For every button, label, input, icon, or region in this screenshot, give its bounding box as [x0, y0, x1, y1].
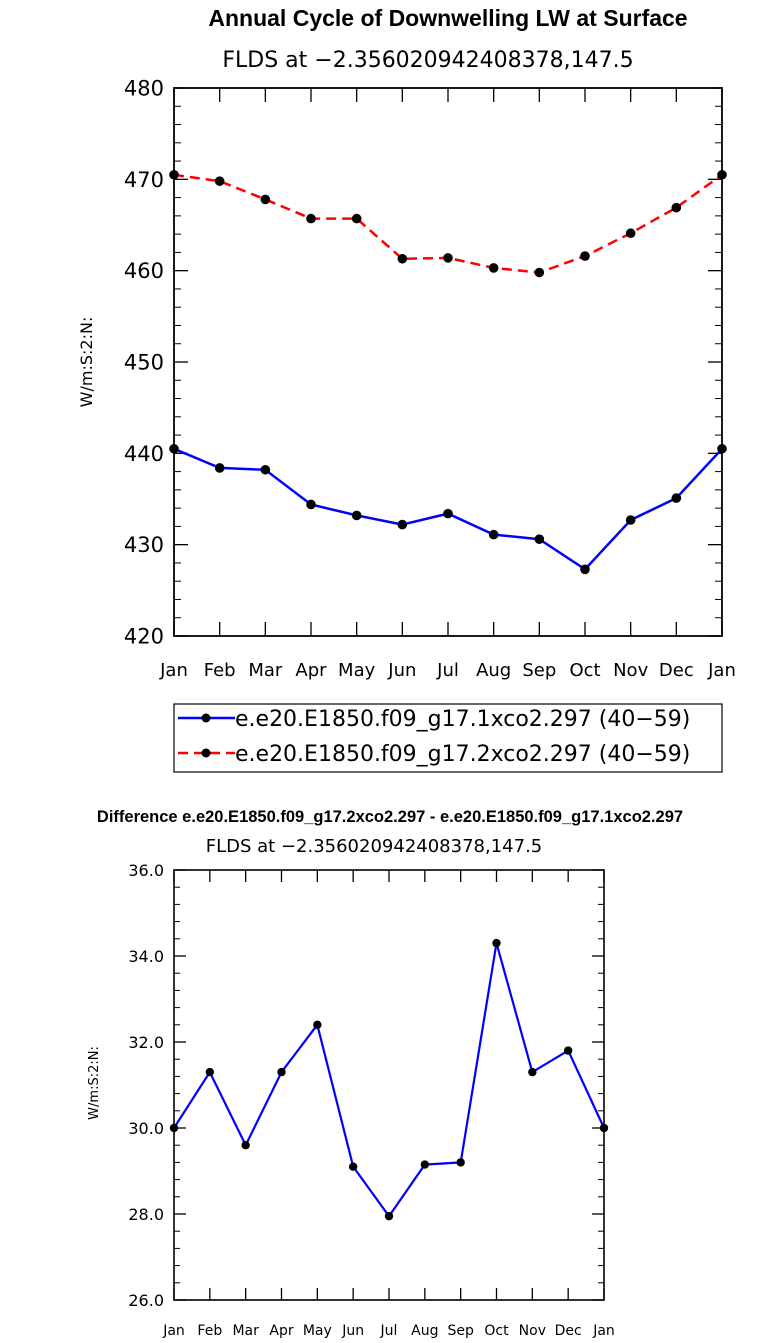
chart2-xtick-label: Jun — [341, 1323, 364, 1339]
chart2-xtick-label: Oct — [484, 1323, 509, 1339]
chart1-xtick-label: Oct — [569, 660, 600, 681]
chart2-series-1-point — [563, 1046, 573, 1055]
chart2-xtick-label: Dec — [555, 1323, 582, 1339]
chart1-xtick-label: Nov — [613, 660, 648, 681]
chart1-ylabel: W/m:S:2:N: — [77, 317, 96, 408]
chart2-xtick-label: Jan — [592, 1323, 615, 1339]
chart1-series-1-point — [397, 519, 408, 530]
chart1-series-1-point — [488, 529, 499, 540]
chart1-xtick-label: May — [338, 660, 376, 681]
chart1-ytick-label: 480 — [124, 77, 164, 101]
chart1-series-1-point — [351, 510, 362, 521]
chart1-subtitle: FLDS at −2.356020942408378,147.5 — [222, 48, 633, 73]
chart1-xtick-label: Jul — [436, 660, 459, 681]
chart1-xtick-label: Aug — [476, 660, 511, 681]
chart1-xtick-label: Dec — [659, 660, 694, 681]
chart1-ytick-label: 470 — [124, 168, 164, 192]
chart2-ytick-label: 36.0 — [128, 861, 164, 880]
chart2-series-1-point — [205, 1067, 215, 1077]
chart1-series-2-point — [214, 176, 225, 186]
chart2-xtick-label: Feb — [197, 1323, 222, 1339]
chart1-ytick-label: 460 — [124, 259, 164, 283]
chart2-frame — [173, 869, 605, 1301]
chart1-series-1-point — [625, 515, 636, 525]
chart1-ytick-label: 440 — [124, 442, 164, 466]
chart2-subtitle: FLDS at −2.356020942408378,147.5 — [206, 836, 543, 857]
chart1-series-1-point — [443, 508, 453, 519]
chart2-series-1-point — [169, 1123, 179, 1133]
chart2-series-1-point — [456, 1158, 465, 1167]
chart2-series-1-point — [492, 938, 501, 948]
chart1-series-2-point — [306, 213, 316, 224]
chart1-series-2-point — [443, 253, 453, 263]
chart1-series-1-point — [214, 463, 225, 473]
chart1-series-1-point — [580, 564, 590, 575]
chart1-series-1-point — [169, 443, 179, 454]
chart2-series-1-point — [277, 1067, 286, 1077]
chart2-xtick-label: Jul — [380, 1323, 398, 1339]
chart1-legend: e.e20.E1850.f09_g17.1xco2.297 (40−59) e.… — [173, 703, 723, 773]
chart2-title: Difference e.e20.E1850.f09_g17.2xco2.297… — [97, 808, 683, 826]
chart2-series-1-point — [313, 1020, 322, 1029]
chart2-plot: 26.0 28.0 30.0 32.0 34.0 36.0 Jan Feb Mar Apr May J… — [128, 861, 614, 1339]
chart2-ytick-label: 34.0 — [128, 947, 164, 966]
chart2-series-1-point — [241, 1141, 250, 1150]
chart2-series-1-point — [599, 1123, 609, 1133]
chart1-series-1-point — [260, 464, 271, 475]
chart2-series-1-point — [420, 1160, 430, 1169]
chart1-series-2-point — [534, 267, 545, 278]
chart2-xtick-label: Jan — [162, 1323, 185, 1339]
chart1-xtick-label: Mar — [248, 660, 283, 681]
chart2-xtick-label: Aug — [411, 1323, 438, 1339]
chart1-xtick-label: Jan — [707, 660, 736, 681]
chart1-series-2-point — [625, 228, 636, 239]
chart1-xtick-label: Sep — [522, 660, 556, 681]
chart1-frame — [173, 87, 723, 637]
chart1-series-1-point — [534, 534, 545, 544]
chart1-ytick-label: 450 — [124, 351, 164, 375]
legend-box — [173, 703, 723, 773]
chart1-title: Annual Cycle of Downwelling LW at Surfac… — [208, 5, 687, 31]
legend-marker-1 — [201, 713, 211, 723]
chart2-series-1-point — [384, 1211, 394, 1221]
legend-label-2: e.e20.E1850.f09_g17.2xco2.297 (40−59) — [235, 742, 690, 767]
chart1-plot: 420 430 440 450 460 470 480 Jan Feb Mar Apr May Jun J… — [124, 77, 736, 681]
legend-label-1: e.e20.E1850.f09_g17.1xco2.297 (40−59) — [235, 707, 690, 732]
chart2-ytick-label: 28.0 — [128, 1205, 164, 1224]
chart2-xtick-label: Mar — [232, 1323, 259, 1339]
chart2-xtick-label: Sep — [447, 1323, 474, 1339]
chart1-ytick-label: 420 — [124, 625, 164, 649]
chart2-series-1-point — [348, 1162, 358, 1171]
chart1-xtick-label: Feb — [204, 660, 236, 681]
chart1-series-2-point — [488, 263, 499, 273]
chart2-xtick-label: Apr — [269, 1323, 293, 1339]
chart1-series-2-point — [717, 169, 727, 180]
chart2-ylabel: W/m:S:2:N: — [87, 1046, 102, 1120]
chart1-series-2-point — [260, 194, 271, 205]
chart1-series-2-point — [169, 169, 179, 180]
chart1-series-2-point — [580, 251, 590, 261]
chart1-xtick-label: Jun — [387, 660, 416, 681]
chart1-series-1-point — [306, 499, 316, 510]
chart1-xtick-label: Apr — [295, 660, 327, 681]
chart2-ytick-label: 32.0 — [128, 1033, 164, 1052]
chart2-series-1-line — [173, 942, 605, 1219]
chart1-series-2-point — [351, 213, 362, 224]
chart2-ytick-label: 26.0 — [128, 1291, 164, 1310]
chart2-xtick-label: Nov — [519, 1323, 546, 1339]
chart1-series-2-point — [671, 202, 682, 213]
chart1-series-1-point — [671, 493, 682, 503]
chart1-series-2-point — [397, 253, 408, 264]
chart2-ytick-label: 30.0 — [128, 1119, 164, 1138]
chart2-series-1-point — [528, 1067, 537, 1077]
chart2-xtick-label: May — [303, 1323, 332, 1339]
legend-marker-2 — [201, 748, 211, 758]
chart1-series-1-point — [717, 443, 727, 454]
chart1-ytick-label: 430 — [124, 533, 164, 557]
chart1-xtick-label: Jan — [159, 660, 188, 681]
